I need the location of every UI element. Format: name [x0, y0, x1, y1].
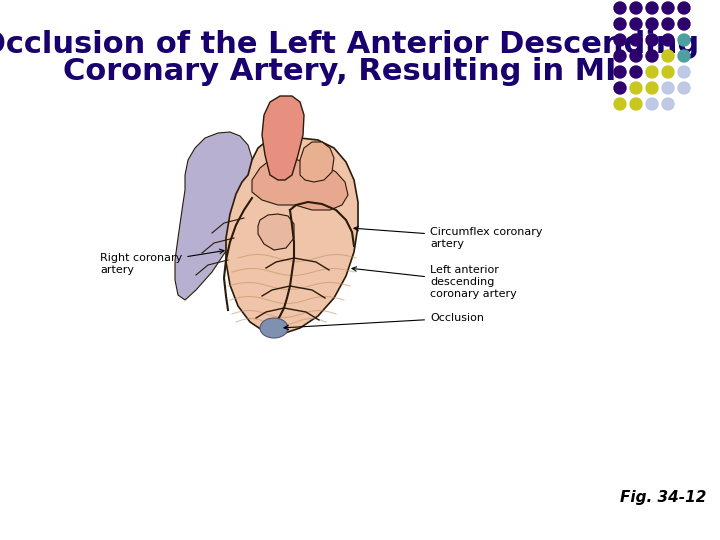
- Circle shape: [678, 82, 690, 94]
- Circle shape: [678, 18, 690, 30]
- Circle shape: [662, 2, 674, 14]
- Circle shape: [630, 18, 642, 30]
- Circle shape: [630, 2, 642, 14]
- Circle shape: [646, 50, 658, 62]
- Polygon shape: [175, 132, 252, 300]
- Circle shape: [630, 82, 642, 94]
- Circle shape: [630, 66, 642, 78]
- Circle shape: [646, 82, 658, 94]
- Circle shape: [646, 2, 658, 14]
- Circle shape: [614, 66, 626, 78]
- Circle shape: [662, 18, 674, 30]
- Circle shape: [662, 82, 674, 94]
- Circle shape: [630, 98, 642, 110]
- Circle shape: [614, 34, 626, 46]
- Circle shape: [646, 98, 658, 110]
- Text: Circumflex coronary
artery: Circumflex coronary artery: [354, 226, 542, 249]
- Circle shape: [630, 50, 642, 62]
- Circle shape: [614, 2, 626, 14]
- Text: Occlusion of the Left Anterior Descending: Occlusion of the Left Anterior Descendin…: [0, 30, 700, 59]
- Circle shape: [646, 18, 658, 30]
- Circle shape: [614, 18, 626, 30]
- Text: Right coronary
artery: Right coronary artery: [100, 249, 224, 275]
- Polygon shape: [300, 142, 334, 182]
- Polygon shape: [252, 158, 348, 210]
- Circle shape: [678, 2, 690, 14]
- Circle shape: [614, 98, 626, 110]
- Circle shape: [678, 66, 690, 78]
- Circle shape: [614, 50, 626, 62]
- Circle shape: [646, 66, 658, 78]
- Polygon shape: [258, 214, 294, 250]
- Circle shape: [662, 50, 674, 62]
- Circle shape: [662, 34, 674, 46]
- Circle shape: [678, 50, 690, 62]
- Circle shape: [662, 66, 674, 78]
- Text: Occlusion: Occlusion: [284, 313, 484, 330]
- Circle shape: [614, 82, 626, 94]
- Circle shape: [630, 34, 642, 46]
- Circle shape: [678, 34, 690, 46]
- Text: Coronary Artery, Resulting in MI: Coronary Artery, Resulting in MI: [63, 57, 617, 86]
- Polygon shape: [262, 96, 304, 180]
- Polygon shape: [226, 138, 358, 334]
- Ellipse shape: [260, 318, 288, 338]
- Circle shape: [662, 98, 674, 110]
- Text: Left anterior
descending
coronary artery: Left anterior descending coronary artery: [352, 265, 517, 299]
- Text: Fig. 34-12: Fig. 34-12: [620, 490, 706, 505]
- Circle shape: [646, 34, 658, 46]
